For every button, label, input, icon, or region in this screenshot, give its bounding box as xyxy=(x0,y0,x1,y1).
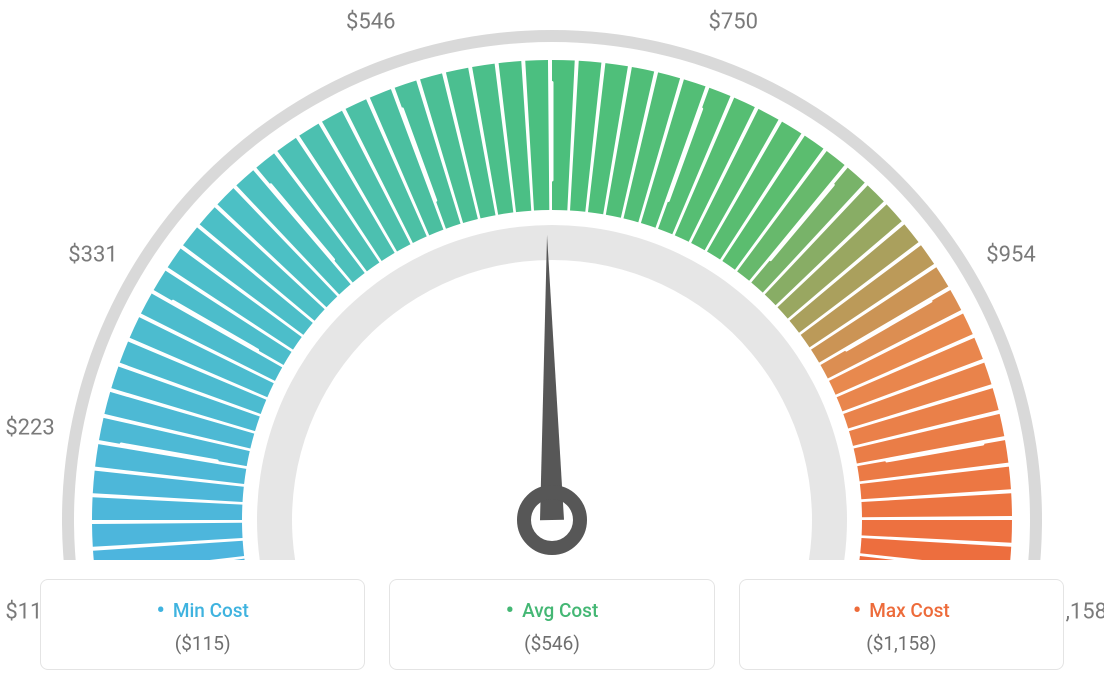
avg-cost-value: ($546) xyxy=(390,632,713,655)
max-cost-value: ($1,158) xyxy=(740,632,1063,655)
min-cost-label: Min Cost xyxy=(41,596,364,624)
avg-cost-label: Avg Cost xyxy=(390,596,713,624)
gauge-svg xyxy=(0,0,1104,560)
gauge-chart: $115$223$331$546$750$954$1,158 xyxy=(0,0,1104,560)
gauge-tick-label: $954 xyxy=(986,243,1035,268)
max-cost-label: Max Cost xyxy=(740,596,1063,624)
max-cost-card: Max Cost ($1,158) xyxy=(739,579,1064,670)
min-cost-card: Min Cost ($115) xyxy=(40,579,365,670)
cost-cards: Min Cost ($115) Avg Cost ($546) Max Cost… xyxy=(40,579,1064,670)
avg-cost-card: Avg Cost ($546) xyxy=(389,579,714,670)
min-cost-value: ($115) xyxy=(41,632,364,655)
gauge-tick-label: $750 xyxy=(709,9,758,34)
gauge-tick-label: $546 xyxy=(346,9,395,34)
gauge-tick-label: $223 xyxy=(5,415,54,440)
gauge-tick-label: $331 xyxy=(68,243,117,268)
